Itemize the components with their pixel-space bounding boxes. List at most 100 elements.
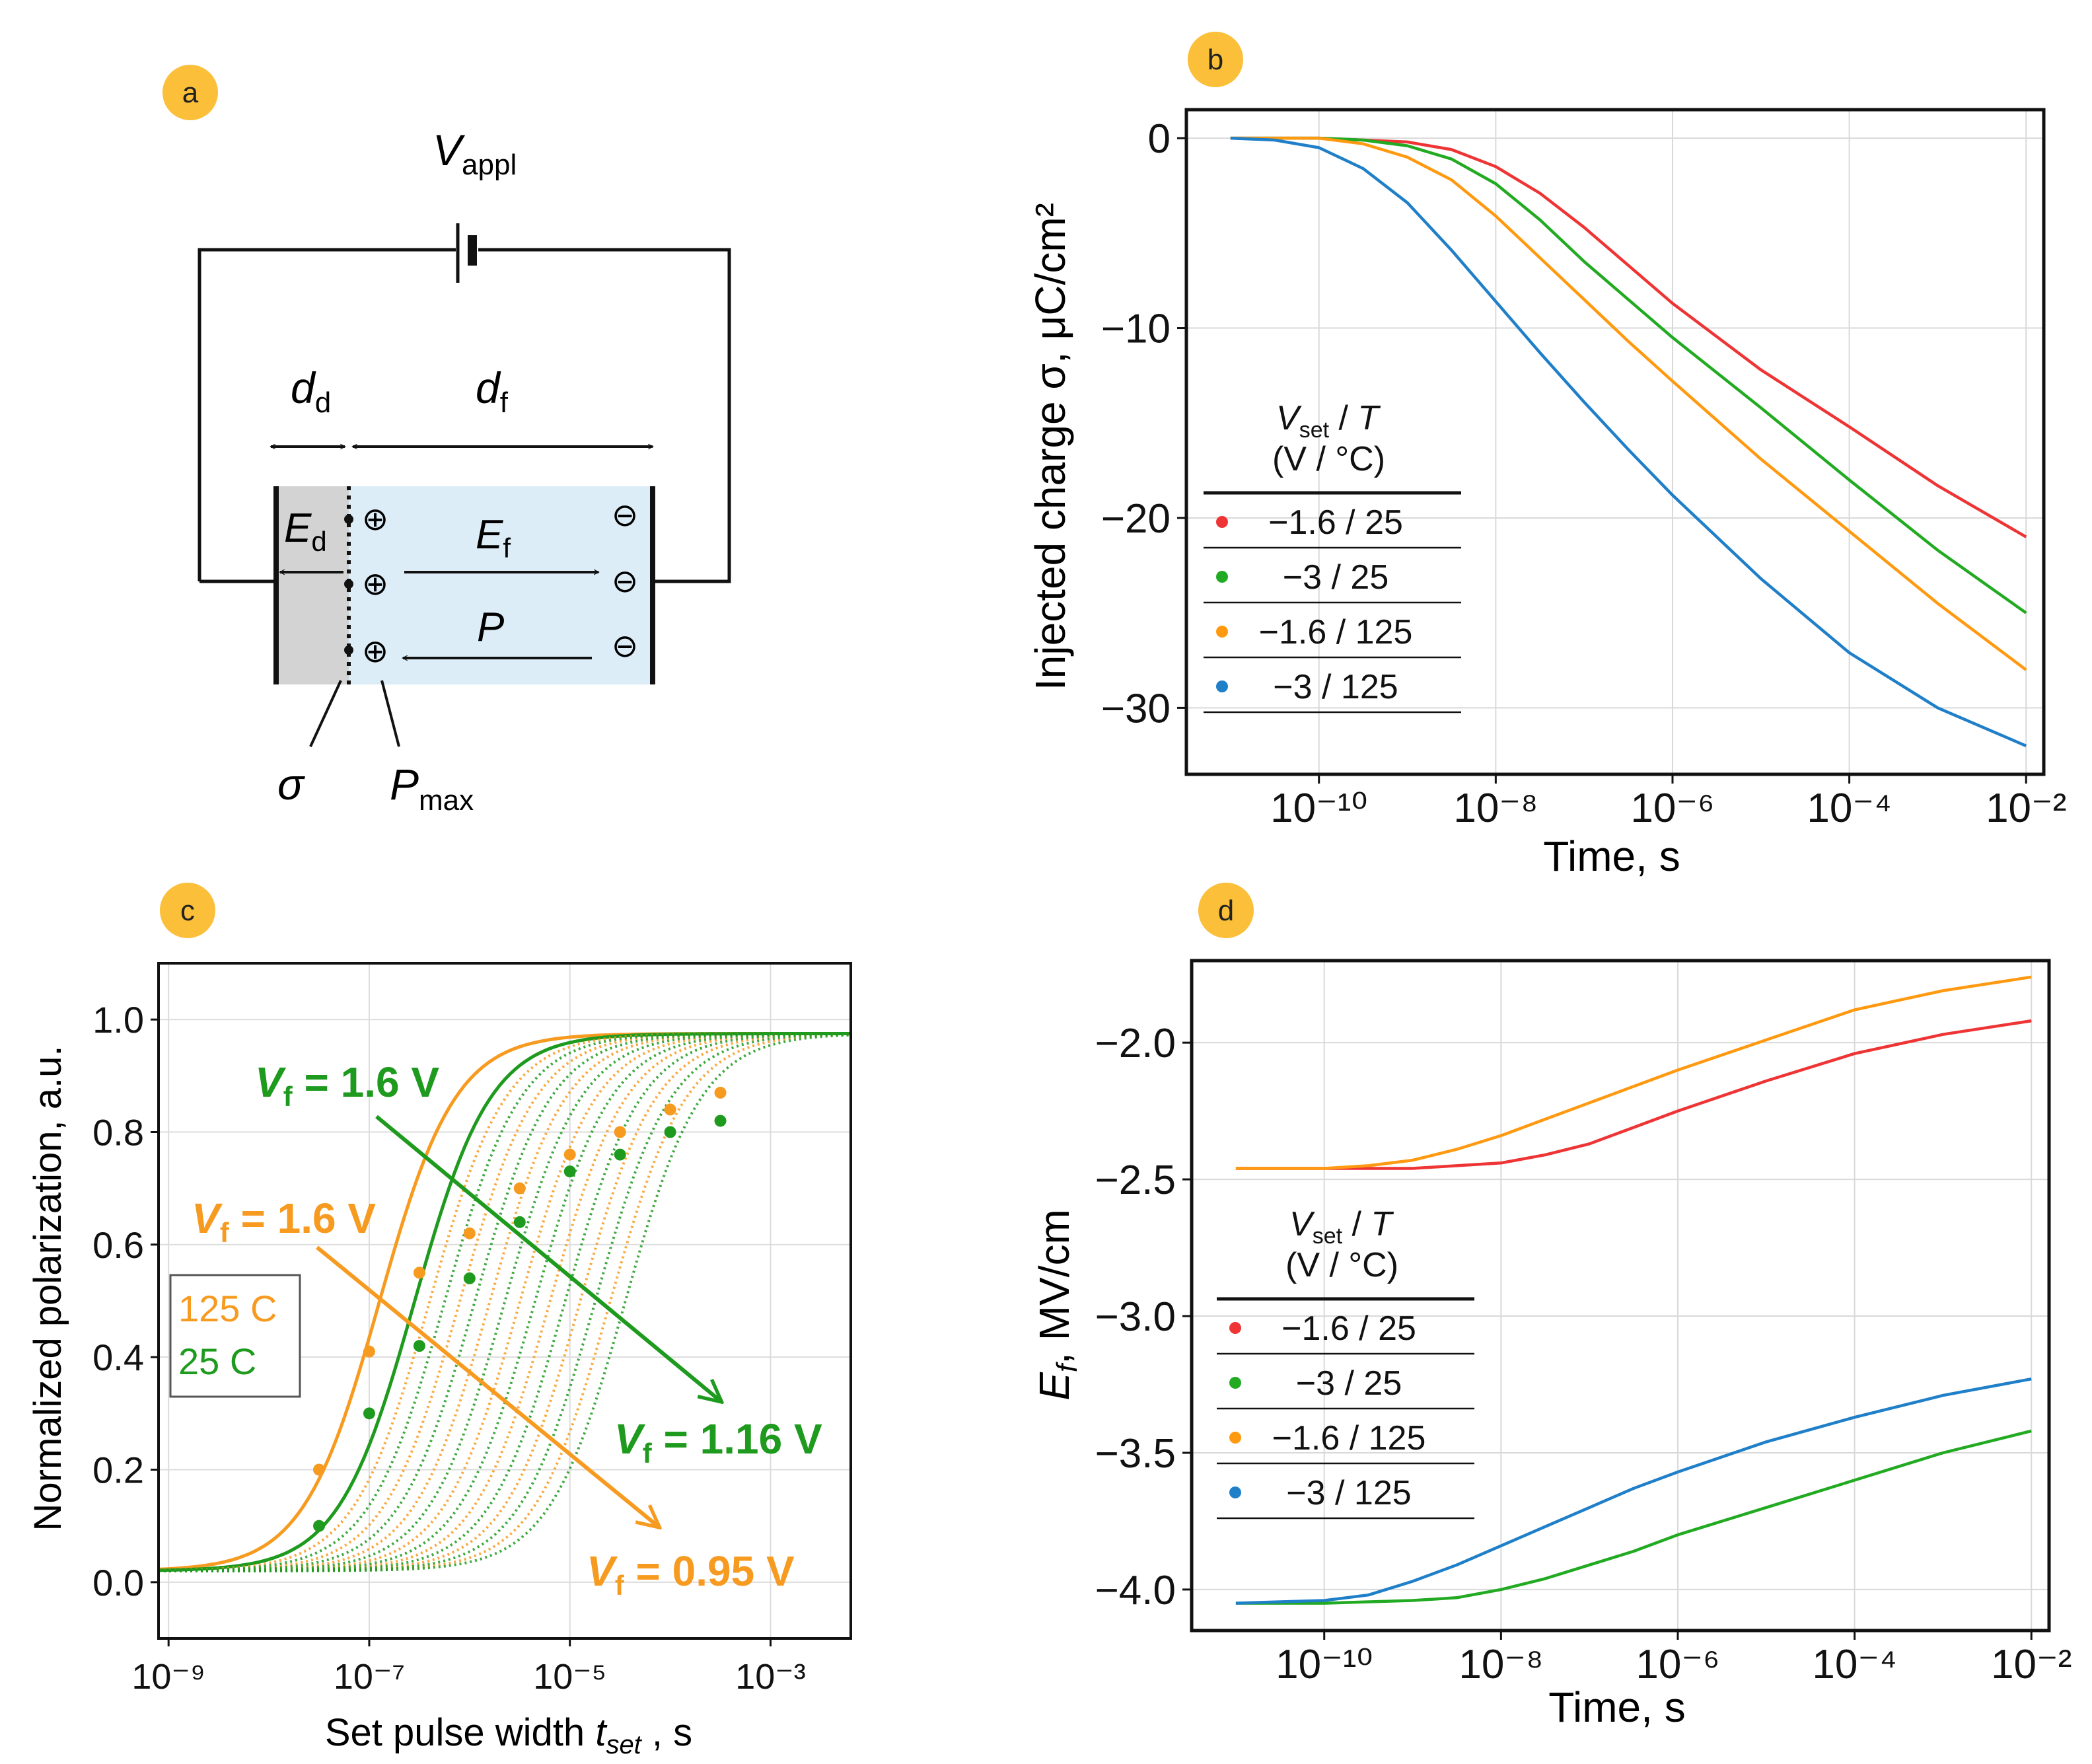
b-xtick-label: 10⁻² [1986,786,2066,831]
d-series-line [1235,1429,2032,1605]
sigma-label: σ [277,760,305,809]
b-frame [1184,108,2046,776]
d-ytick-label: −4.0 [1095,1568,1176,1613]
dd-label: dd [291,363,331,419]
ef-label: Ef [476,512,511,564]
interface-charge-dot [344,515,353,524]
ferroelectric-layer [349,486,653,684]
c-data-point [513,1182,526,1194]
c-xtick-label: 10⁻⁷ [334,1657,405,1697]
interface-charge-dot [344,579,353,589]
b-series-line [1230,136,2027,614]
b-legend-entry: −3 / 125 [1273,668,1398,706]
c-annotation: Vf = 1.6 V [192,1194,376,1248]
d-legend-entry: −1.6 / 125 [1272,1419,1426,1457]
c-orange-arrow [316,1245,658,1526]
c-data-point [614,1148,626,1161]
c-annotation: Vf = 1.16 V [614,1415,822,1469]
b-ytick-label: −20 [1101,496,1171,542]
d-xtick-label: 10⁻⁴ [1812,1642,1896,1687]
ed-label: Ed [284,505,327,557]
b-legend-marker [1216,680,1228,692]
c-ytick-label: 0.8 [92,1112,144,1154]
b-legend-marker [1216,571,1228,583]
c-ytick-label: 1.0 [92,999,144,1041]
c-dotted-curve [159,1032,851,1572]
c-ytick-label: 0.4 [92,1337,144,1378]
d-ytick-label: −3.5 [1095,1431,1176,1477]
d-legend-marker [1229,1487,1241,1498]
panel-b-xlabel: Time, s [1543,832,1680,880]
c-legend-125c: 125 C [178,1288,277,1329]
b-xtick-label: 10⁻⁶ [1630,786,1714,831]
c-data-point [563,1165,576,1178]
b-legend-title: Vset / T [1276,399,1381,443]
sigma-pointer [309,680,342,747]
minus-charge: ⊖ [612,629,638,664]
c-annotation: Vf = 0.95 V [587,1547,795,1601]
circuit-wire [198,248,731,583]
b-legend-entry: −3 / 25 [1283,558,1389,597]
badge-c [160,883,215,938]
b-xtick-label: 10⁻⁸ [1453,786,1538,831]
panel-b-chart: 10⁻¹⁰ 10⁻⁸ 10⁻⁶ 10⁻⁴ 10⁻² 0 −10 −20 −30 Vset / T(… [1027,108,2066,880]
p-label: P [477,605,504,650]
c-data-point [664,1126,676,1138]
d-xtick-label: 10⁻² [1991,1642,2072,1687]
d-series-line [1235,1377,2032,1605]
panel-a: a Vappl dd df Ed Ef P ⊕ ⊕ ⊕ ⊖ ⊖ ⊖ [162,65,731,817]
plus-charge: ⊕ [362,634,388,669]
b-legend-marker [1216,516,1228,528]
b-ytick-label: −30 [1101,686,1171,731]
d-frame [1190,959,2051,1633]
c-ytick-label: 0.6 [92,1224,144,1266]
c-xtick-label: 10⁻³ [735,1657,806,1697]
c-xtick-label: 10⁻⁹ [131,1657,205,1697]
d-series-line [1235,1019,2032,1170]
d-ytick-label: −2.5 [1095,1158,1176,1203]
badge-d-label: d [1218,895,1234,927]
badge-a-label: a [182,77,199,109]
b-legend-marker [1216,626,1228,638]
c-legend-25c: 25 C [178,1341,256,1382]
plus-charge: ⊕ [362,567,388,602]
d-legend-marker [1229,1377,1241,1389]
panel-c-chart: 10⁻⁹ 10⁻⁷ 10⁻⁵ 10⁻³ 0.0 0.2 0.4 0.6 0.8 1.0 125 C 2… [26,962,852,1759]
b-series-line [1230,136,2027,671]
minus-charge: ⊖ [612,564,638,599]
interface-charge-dot [344,645,353,655]
plus-charge: ⊕ [362,502,388,537]
badge-d [1198,883,1254,938]
badge-a [162,65,218,120]
c-data-point [614,1126,626,1138]
pmax-label: Pmax [390,760,474,817]
panel-d-xlabel: Time, s [1548,1683,1685,1731]
c-dotted-curve [159,1033,851,1572]
pmax-pointer [380,680,400,747]
d-legend-units: (V / °C) [1285,1246,1398,1284]
b-xtick-label: 10⁻⁴ [1807,786,1891,831]
c-legend-box [169,1274,301,1398]
badge-b [1188,32,1243,87]
c-data-point [413,1340,425,1352]
d-ytick-label: −3.0 [1095,1294,1176,1340]
c-data-point [714,1086,727,1099]
c-ytick-label: 0.2 [92,1450,144,1491]
c-data-point [363,1407,375,1420]
d-legend-title: Vset / T [1289,1205,1394,1249]
d-legend-entry: −1.6 / 25 [1281,1309,1416,1348]
c-data-point [463,1272,476,1284]
c-data-point [714,1115,727,1127]
c-data-point [664,1103,676,1116]
c-data-point [413,1267,425,1279]
b-legend-entry: −1.6 / 125 [1259,613,1413,651]
c-data-point [463,1227,476,1239]
c-annotation: Vf = 1.6 V [255,1058,439,1112]
panel-d-chart: 10⁻¹⁰ 10⁻⁸ 10⁻⁶ 10⁻⁴ 10⁻² −2.0 −2.5 −3.0 −3.5 −4.… [1030,959,2072,1731]
c-data-point [363,1345,375,1358]
c-data-point [313,1463,326,1476]
b-ytick-label: 0 [1148,116,1171,162]
df-label: df [476,363,509,419]
d-legend-marker [1229,1432,1241,1444]
